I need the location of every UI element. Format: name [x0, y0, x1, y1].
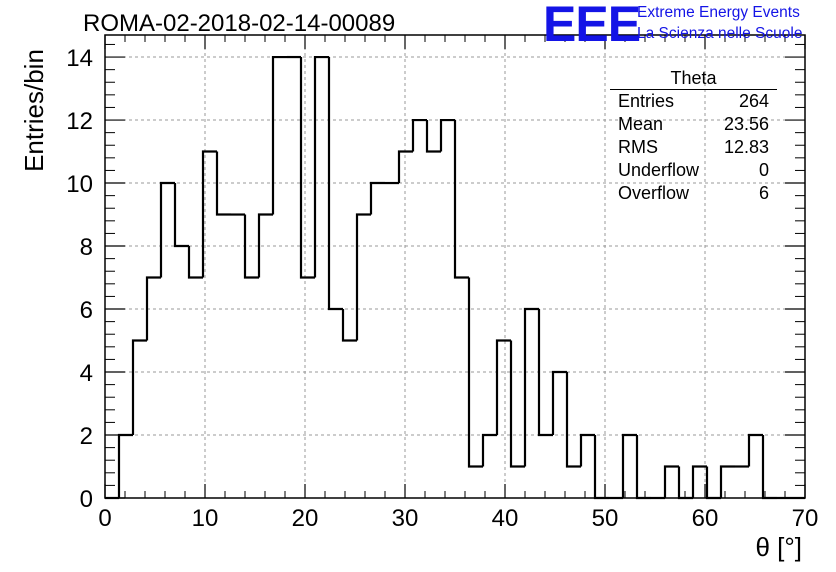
stats-row-mean: Mean 23.56 [610, 113, 777, 136]
histogram-bin [439, 118, 455, 152]
y-tick-label: 0 [80, 486, 93, 513]
histogram-bin [509, 340, 525, 468]
y-tick-label: 12 [66, 108, 93, 135]
stats-label: Overflow [618, 183, 690, 203]
y-tick-label: 8 [80, 234, 93, 261]
histogram-bins [105, 55, 805, 500]
stats-row-entries: Entries 264 [610, 90, 777, 113]
histogram-bin [215, 151, 231, 216]
stats-value: 23.56 [723, 114, 769, 134]
stats-label: Mean [618, 114, 664, 134]
x-tick-label: 60 [692, 505, 719, 532]
stats-label: Entries [618, 91, 675, 111]
histogram-bin [355, 213, 371, 341]
histogram-bin [705, 466, 721, 500]
y-tick-label: 10 [66, 171, 93, 198]
histogram-bin [187, 246, 203, 279]
y-axis-label: Entries/bin [18, 48, 49, 172]
y-tick-label: 2 [80, 423, 93, 450]
histogram-bin [453, 120, 469, 279]
stats-value: 0 [758, 160, 769, 180]
histogram-bin [257, 213, 273, 278]
histogram-bin [117, 433, 133, 498]
axis-ticks [104, 35, 806, 499]
plot-frame [104, 34, 806, 499]
histogram-bin [397, 150, 413, 184]
histogram-bin [593, 435, 609, 500]
stats-box: Theta Entries 264 Mean 23.56 RMS 12.83 Unde… [610, 68, 777, 205]
x-axis-label: θ [°] [755, 532, 802, 562]
histogram-bin [621, 433, 637, 498]
stats-value: 6 [758, 183, 769, 203]
stats-value: 264 [738, 91, 769, 111]
chart-title: ROMA-02-2018-02-14-00089 [83, 10, 396, 37]
histogram-bin [719, 465, 735, 498]
x-tick-label: 40 [492, 505, 519, 532]
histogram-bin [565, 372, 581, 468]
histogram-bin [467, 277, 483, 468]
stats-row-underflow: Underflow 0 [610, 159, 777, 182]
histogram-bin [425, 120, 441, 153]
histogram-bin [481, 433, 497, 467]
histogram-bin [327, 57, 343, 311]
x-tick-label: 20 [292, 505, 319, 532]
histogram-bin [691, 465, 707, 498]
x-tick-label: 10 [192, 505, 219, 532]
x-tick-label: 0 [98, 505, 111, 532]
histogram-bin [313, 55, 329, 278]
histogram-bin [145, 276, 161, 341]
stats-row-overflow: Overflow 6 [610, 182, 777, 205]
stats-value: 12.83 [723, 137, 769, 157]
histogram-bin [677, 466, 693, 500]
histogram-bin [201, 150, 217, 278]
logo-line-1: Extreme Energy Events [637, 4, 800, 21]
histogram-bin [131, 339, 147, 436]
histogram-bin [299, 57, 315, 279]
histogram-bin [159, 181, 175, 278]
histogram-bin [243, 214, 259, 279]
histogram-bin [635, 435, 651, 500]
histogram-bin [551, 370, 567, 436]
x-tick-label: 30 [392, 505, 419, 532]
x-tick-label: 50 [592, 505, 619, 532]
histogram-bin [411, 118, 427, 152]
histogram-bin [523, 307, 539, 467]
histogram-bin [663, 465, 679, 498]
y-tick-label: 4 [80, 360, 93, 387]
y-tick-label: 14 [66, 45, 93, 72]
histogram-bin [495, 339, 511, 436]
histogram-bin [341, 309, 357, 342]
stats-label: RMS [618, 137, 658, 157]
histogram-bin [369, 181, 385, 215]
logo-line-2: La Scienza nelle Scuole [637, 25, 803, 42]
x-tick-label: 70 [792, 505, 819, 532]
eee-logo: EEE [543, 0, 641, 52]
histogram-bin [579, 433, 595, 467]
y-tick-label: 6 [80, 297, 93, 324]
histogram-bin [271, 55, 287, 215]
stats-name: Theta [610, 68, 777, 90]
histogram-bin [747, 433, 763, 467]
histogram-bin [537, 309, 553, 437]
histogram-bin [173, 183, 189, 248]
histogram-bin [761, 435, 777, 500]
stats-label: Underflow [618, 160, 700, 180]
stats-row-rms: RMS 12.83 [610, 136, 777, 159]
